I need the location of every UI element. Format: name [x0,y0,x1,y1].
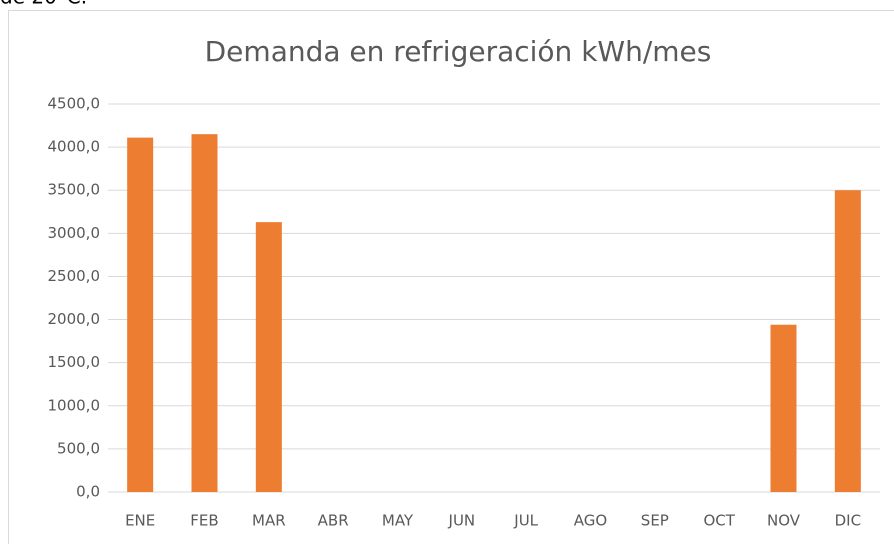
y-tick-label: 4500,0 [48,95,101,113]
x-tick-label: AGO [574,512,607,530]
x-tick-label: MAY [382,512,414,530]
x-tick-label: JUL [513,512,538,530]
x-tick-label: SEP [641,512,669,530]
bar [834,190,861,492]
x-tick-label: OCT [703,512,735,530]
y-tick-label: 1000,0 [48,396,101,414]
y-tick-label: 1500,0 [48,353,101,371]
bar [191,134,218,492]
x-tick-label: JUN [448,512,476,530]
y-tick-label: 500,0 [57,439,100,457]
bar [770,324,797,492]
bar [127,137,154,493]
y-tick-label: 4000,0 [48,138,101,156]
chart-frame [8,10,894,544]
x-tick-label: ABR [318,512,349,530]
y-tick-label: 0,0 [76,483,100,501]
chart-title: Demanda en refrigeración kWh/mes [205,35,712,68]
caption: de 20°C. [0,0,87,9]
x-tick-label: FEB [190,512,218,530]
y-tick-label: 2500,0 [48,267,101,285]
y-tick-label: 3500,0 [48,181,101,199]
y-tick-label: 2000,0 [48,310,101,328]
x-tick-label: MAR [252,512,286,530]
x-tick-label: NOV [767,512,801,530]
x-tick-label: DIC [835,512,861,530]
y-tick-label: 3000,0 [48,224,101,242]
x-tick-label: ENE [125,512,155,530]
bar [255,222,282,492]
